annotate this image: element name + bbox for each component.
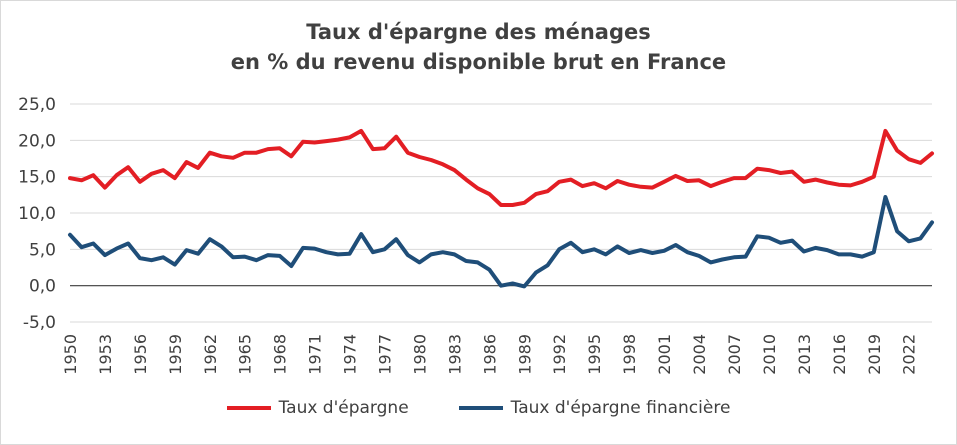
x-tick-label: 1953 (96, 334, 115, 375)
x-tick-label: 1989 (515, 334, 534, 375)
x-tick-label: 2001 (655, 334, 674, 375)
chart-title: Taux d'épargne des ménages (306, 20, 651, 44)
x-tick-label: 1980 (410, 334, 429, 375)
y-tick-label: 5,0 (29, 240, 56, 260)
legend-swatch-savings (226, 406, 271, 410)
series-line-savings (68, 128, 934, 207)
y-tick-label: 0,0 (29, 277, 56, 297)
x-tick-label: 1983 (445, 334, 464, 375)
x-tick-label: 1965 (236, 334, 255, 375)
x-tick-label: 1950 (61, 334, 80, 375)
series-line-financial-savings (68, 195, 934, 289)
y-tick-label: 20,0 (18, 131, 56, 151)
y-tick-label: 25,0 (18, 95, 56, 115)
x-tick-label: 1962 (201, 334, 220, 375)
x-tick-label: 2007 (725, 334, 744, 375)
x-tick-label: 1974 (341, 334, 360, 375)
x-tick-label: 1977 (376, 334, 395, 375)
x-tick-label: 2022 (900, 334, 919, 375)
x-tick-label: 1956 (131, 334, 150, 375)
legend-item-financial-savings[interactable]: Taux d'épargne financière (458, 398, 731, 418)
x-tick-label: 2010 (760, 334, 779, 375)
x-tick-label: 1986 (480, 334, 499, 375)
x-tick-label: 2016 (830, 334, 849, 375)
legend-item-savings[interactable]: Taux d'épargne (226, 398, 409, 418)
legend-label-financial-savings: Taux d'épargne financière (510, 398, 731, 418)
chart-subtitle: en % du revenu disponible brut en France (230, 50, 727, 74)
x-tick-label: 2013 (795, 334, 814, 375)
x-tick-label: 1968 (271, 334, 290, 375)
legend-label-savings: Taux d'épargne (278, 398, 409, 418)
x-tick-label: 2004 (690, 334, 709, 375)
legend: Taux d'épargne Taux d'épargne financière (0, 398, 957, 418)
x-tick-label: 2019 (865, 334, 884, 375)
x-tick-label: 1971 (306, 334, 325, 375)
y-tick-label: 10,0 (18, 204, 56, 224)
y-tick-label: 15,0 (18, 168, 56, 188)
x-tick-label: 1995 (585, 334, 604, 375)
x-tick-label: 1992 (550, 334, 569, 375)
x-tick-label: 1959 (166, 334, 185, 375)
legend-swatch-financial-savings (458, 406, 503, 410)
y-tick-label: -5,0 (23, 313, 56, 333)
x-tick-label: 1998 (620, 334, 639, 375)
